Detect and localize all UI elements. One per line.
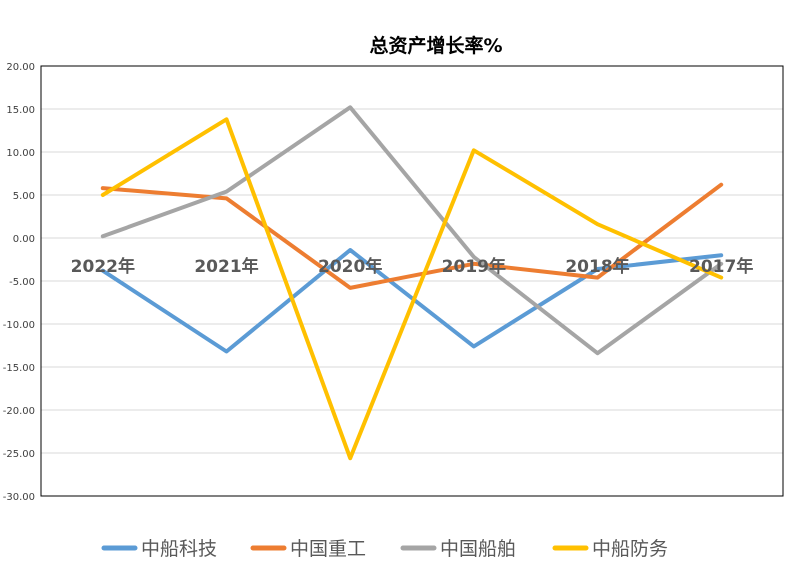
x-tick-label: 2018年 — [565, 256, 629, 277]
legend-item: 中国船舶 — [400, 538, 516, 560]
legend-label: 中船防务 — [592, 538, 668, 560]
legend-label: 中船科技 — [141, 538, 217, 560]
gridlines — [40, 65, 784, 497]
legend: 中船科技 中国重工 中国船舶 中船防务 — [101, 538, 668, 560]
y-tick-label: -30.00 — [3, 492, 35, 503]
x-tick-label: 2020年 — [318, 256, 382, 277]
legend-item: 中国重工 — [250, 538, 366, 560]
series-line-中国重工 — [100, 182, 724, 290]
y-tick-label: -20.00 — [3, 406, 35, 417]
x-tick-label: 2022年 — [71, 256, 135, 277]
plot-area-border — [40, 65, 784, 497]
x-tick-label: 2017年 — [689, 256, 753, 277]
y-tick-label: -10.00 — [3, 320, 35, 331]
y-axis: 20.00 15.00 10.00 5.00 0.00 -5.00 -10.00 -15.00… — [3, 62, 35, 503]
chart-title: 总资产增长率% — [369, 34, 502, 57]
series-line-中船科技 — [100, 248, 724, 354]
series-lines — [100, 105, 724, 461]
series-line-中国船舶 — [100, 105, 724, 356]
y-tick-label: -15.00 — [3, 363, 35, 374]
x-tick-label: 2019年 — [442, 256, 506, 277]
series-line-中船防务 — [100, 117, 724, 461]
y-tick-label: -25.00 — [3, 449, 35, 460]
y-tick-label: 15.00 — [6, 105, 35, 116]
x-tick-label: 2021年 — [194, 256, 258, 277]
y-tick-label: -5.00 — [9, 277, 35, 288]
legend-item: 中船科技 — [101, 538, 217, 560]
legend-label: 中国船舶 — [440, 538, 516, 560]
legend-label: 中国重工 — [290, 538, 366, 560]
y-tick-label: 20.00 — [6, 62, 35, 73]
y-tick-label: 0.00 — [13, 234, 35, 245]
x-axis-labels: 2022年 2021年 2020年 2019年 2018年 2017年 — [71, 256, 754, 277]
y-tick-label: 5.00 — [13, 191, 35, 202]
y-tick-label: 10.00 — [6, 148, 35, 159]
legend-item: 中船防务 — [552, 538, 668, 560]
